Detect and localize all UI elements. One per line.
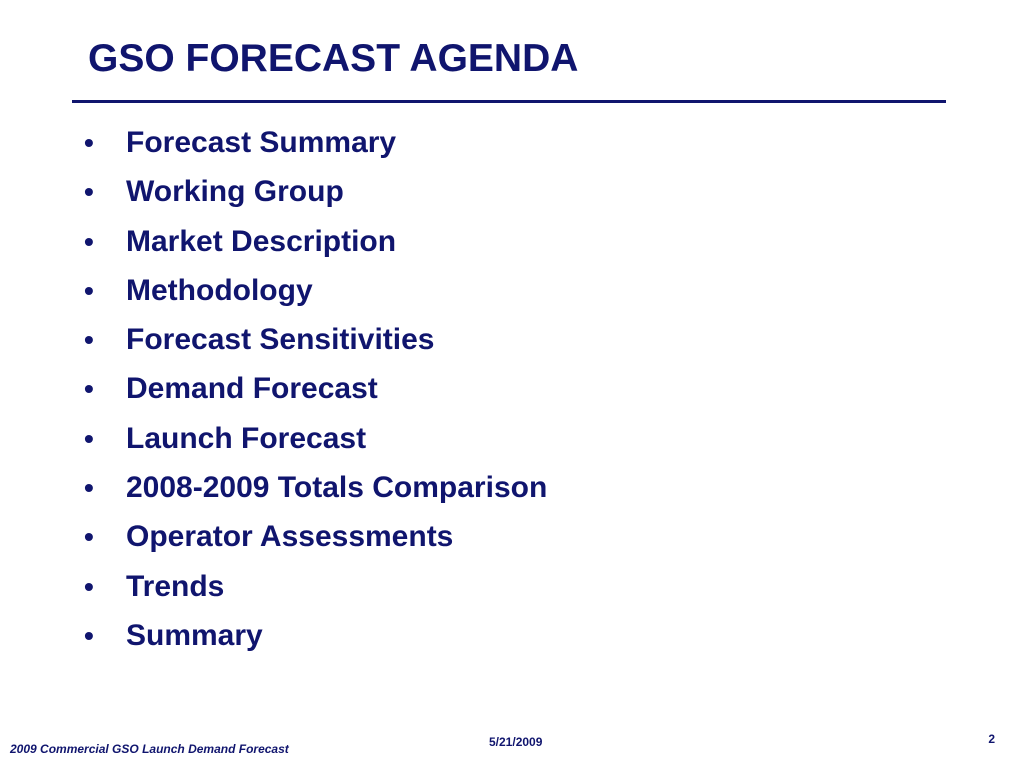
title-divider-line bbox=[72, 100, 946, 103]
bullet-icon: • bbox=[84, 521, 94, 553]
bullet-icon: • bbox=[84, 127, 94, 158]
agenda-item-text: 2008-2009 Totals Comparison bbox=[126, 471, 548, 505]
agenda-item-text: Demand Forecast bbox=[126, 372, 378, 406]
agenda-item-text: Forecast Summary bbox=[126, 126, 397, 159]
footer-date: 5/21/2009 bbox=[489, 735, 543, 749]
agenda-item-text: Operator Assessments bbox=[126, 520, 454, 554]
bullet-icon: • bbox=[84, 176, 94, 208]
agenda-item-text: Trends bbox=[126, 569, 225, 603]
footer-presentation-name: 2009 Commercial GSO Launch Demand Foreca… bbox=[10, 742, 289, 756]
bullet-icon: • bbox=[84, 324, 94, 356]
agenda-item-text: Launch Forecast bbox=[126, 421, 367, 455]
bullet-icon: • bbox=[84, 422, 94, 454]
agenda-item-text: Methodology bbox=[126, 273, 313, 307]
slide-title: GSO FORECAST AGENDA bbox=[88, 37, 579, 80]
agenda-item-text: Market Description bbox=[126, 224, 397, 258]
bullet-icon: • bbox=[84, 570, 94, 602]
bullet-icon: • bbox=[84, 225, 94, 257]
bullet-icon: • bbox=[84, 274, 94, 306]
agenda-item-text: Forecast Sensitivities bbox=[126, 323, 435, 357]
agenda-item-text: Working Group bbox=[126, 175, 344, 209]
page-number: 2 bbox=[988, 732, 995, 746]
bullet-icon: • bbox=[84, 472, 94, 504]
bullet-icon: • bbox=[84, 619, 94, 651]
agenda-item-text: Summary bbox=[126, 618, 263, 652]
bullet-icon: • bbox=[84, 373, 94, 405]
